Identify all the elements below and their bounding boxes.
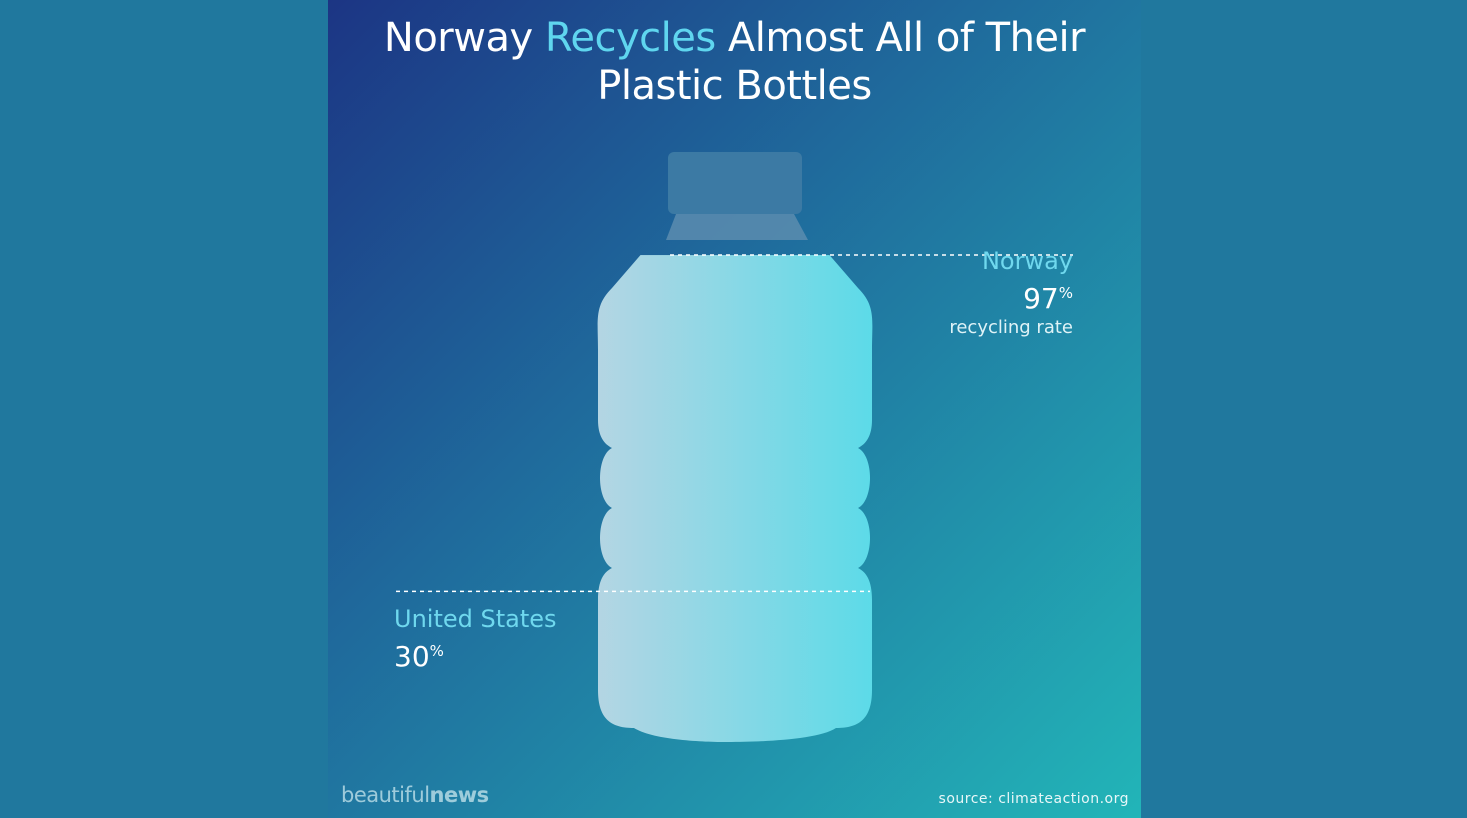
bottle-neck [666, 214, 808, 240]
united-states-annotation: United States 30% [394, 604, 557, 674]
bottle-cap [668, 152, 802, 214]
brand-logo: beautifulnews [341, 783, 489, 807]
category-label-united-states: United States [394, 605, 557, 633]
source-note: source: climateaction.org [938, 791, 1129, 807]
title-line-2: Plastic Bottles [597, 63, 872, 109]
bottle-chart [396, 152, 1073, 742]
infographic: Norway Recycles Almost All of Their Plas… [328, 0, 1141, 818]
title-part-1: Norway [383, 15, 545, 61]
norway-annotation: Norway 97% recycling rate [949, 246, 1073, 340]
title-highlight: Recycles [544, 15, 716, 61]
norway-note: recycling rate [949, 317, 1073, 338]
bar-norway [597, 255, 873, 742]
title-part-2: Almost All of Their [715, 15, 1086, 61]
chart-title: Norway Recycles Almost All of Their Plas… [328, 14, 1141, 110]
data-label-norway: 97% [1023, 282, 1073, 315]
category-label-norway: Norway [981, 247, 1073, 275]
data-label-united-states: 30% [394, 640, 444, 673]
